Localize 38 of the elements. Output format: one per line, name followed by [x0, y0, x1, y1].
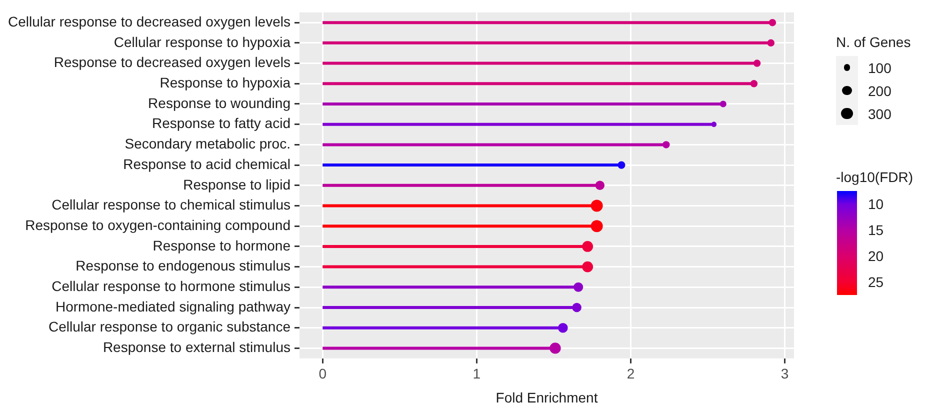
y-tick-label: Cellular response to chemical stimulus: [52, 196, 290, 213]
color-bar-title: -log10(FDR): [836, 169, 914, 185]
x-tick-label: 0: [318, 366, 327, 382]
y-tick-label: Response to fatty acid: [152, 115, 290, 132]
y-tick-label: Response to hypoxia: [160, 74, 291, 90]
color-bar-label: 15: [868, 221, 884, 239]
legend-label: 300: [868, 106, 892, 122]
point: [574, 282, 584, 292]
y-tick-label: Response to wounding: [148, 94, 290, 111]
legend-title: N. of Genes: [836, 34, 912, 50]
point: [550, 342, 561, 354]
y-tick-label: Response to acid chemical: [123, 156, 290, 172]
x-tick-label: 2: [626, 366, 635, 382]
legend-label: 200: [868, 82, 892, 98]
y-tick-label: Response to oxygen-containing compound: [25, 216, 290, 233]
x-tick-label: 3: [780, 366, 789, 382]
y-tick-label: Response to decreased oxygen levels: [54, 54, 290, 70]
y-tick-label: Response to hormone: [152, 237, 291, 254]
point: [572, 302, 582, 312]
point: [582, 240, 594, 252]
y-tick-label: Cellular response to organic substance: [48, 318, 291, 335]
y-tick-label: Hormone-mediated signaling pathway: [55, 298, 290, 314]
y-tick-label: Cellular response to hypoxia: [114, 34, 291, 50]
color-bar-label: 10: [868, 195, 884, 213]
x-axis-title: Fold Enrichment: [496, 389, 598, 406]
point: [582, 261, 594, 272]
y-tick-label: Response to lipid: [183, 176, 290, 192]
point: [558, 322, 568, 333]
color-bar-label: 25: [868, 273, 884, 291]
x-tick-label: 1: [472, 366, 481, 382]
color-bar-label: 20: [868, 247, 884, 265]
y-tick-label: Cellular response to decreased oxygen levels: [8, 13, 290, 30]
y-tick-label: Response to endogenous stimulus: [76, 258, 290, 274]
y-tick-label: Cellular response to hormone stimulus: [52, 278, 290, 294]
point: [595, 180, 605, 190]
y-tick-label: Secondary metabolic proc.: [124, 136, 290, 152]
y-tick-label: Response to external stimulus: [102, 339, 290, 356]
legend-label: 100: [868, 60, 892, 76]
